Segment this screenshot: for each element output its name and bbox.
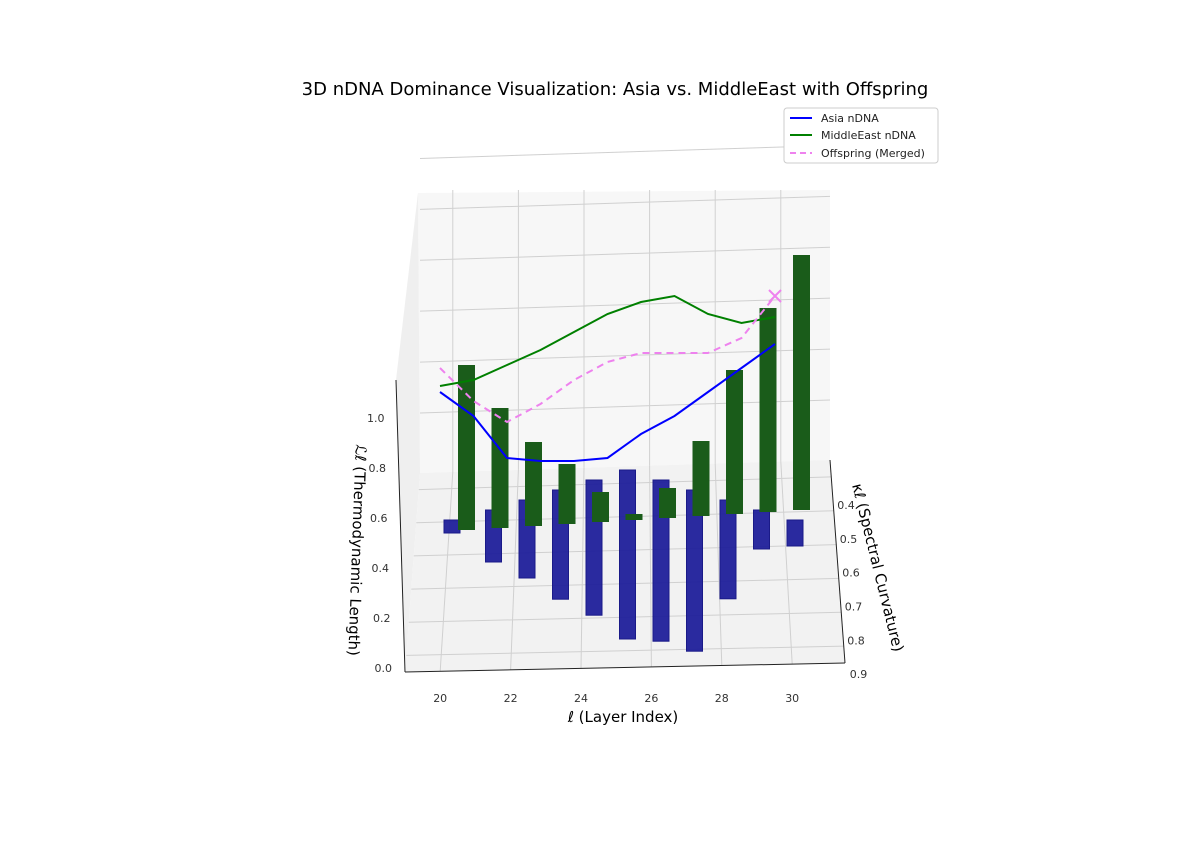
bar-asia (443, 519, 461, 534)
z-tick-label: 0.4 (372, 562, 390, 575)
y-tick-label: 0.4 (837, 499, 855, 512)
grid-line-x-floor-3 (649, 465, 652, 667)
grid-line-x-floor-4 (714, 463, 723, 666)
bar-middleeast (659, 488, 676, 518)
x-tick-label: 22 (504, 692, 518, 705)
bar-middleeast (793, 255, 810, 510)
bar-middleeast (558, 464, 576, 524)
x-tick-label: 20 (433, 692, 447, 705)
lines-group (439, 289, 782, 462)
bar-asia (786, 519, 804, 547)
y-axis-line (829, 459, 846, 664)
y-tick-label: 0.7 (845, 600, 863, 613)
y-tick-label: 0.9 (850, 668, 868, 681)
grid-line-z-4 (419, 195, 831, 210)
bar-middleeast (525, 442, 542, 526)
y-tick-label: 0.5 (840, 533, 858, 546)
grid-line-z-5 (419, 144, 831, 159)
ticks-group: 20 22 24 26 28 30 0.4 0.5 0.6 0.7 0.8 0.9 0.0 0.2 0.4 0… (367, 412, 867, 705)
legend-label-middleeast: MiddleEast nDNA (821, 129, 916, 142)
y-tick-label: 0.6 (842, 567, 860, 580)
bar-middleeast (491, 408, 509, 528)
x-tick-label: 24 (574, 692, 588, 705)
legend-box (783, 107, 939, 164)
bar-middleeast (592, 492, 609, 522)
z-tick-label: 0.6 (370, 512, 388, 525)
z-axis-label: ℒℓ (Thermodynamic Length) (344, 444, 369, 656)
line-middleeast-ndna (439, 294, 776, 387)
bar-asia (719, 499, 737, 600)
x-tick-label: 26 (644, 692, 658, 705)
bar-middleeast (726, 370, 743, 514)
legend-label-asia: Asia nDNA (821, 112, 879, 125)
chart-title: 3D nDNA Dominance Visualization: Asia vs… (302, 79, 929, 100)
z-tick-label: 0.0 (375, 662, 393, 675)
x-axis-label: ℓ (Layer Index) (567, 708, 679, 726)
bar-asia (619, 469, 636, 640)
grid-line-x-floor-2 (580, 467, 585, 669)
grid-line-x-floor-5 (780, 461, 793, 665)
line-offspring-merged- (439, 295, 776, 424)
z-tick-label: 1.0 (367, 412, 385, 425)
bar-middleeast (625, 514, 643, 520)
x-tick-label: 28 (715, 692, 729, 705)
grid-line-z-3 (419, 246, 831, 261)
legend-label-offspring: Offspring (Merged) (821, 147, 925, 160)
bar-middleeast (759, 308, 777, 512)
grid-line-z-2 (419, 297, 831, 312)
grid-line-x-floor-1 (510, 469, 519, 670)
legend: Asia nDNA MiddleEast nDNA Offspring (Mer… (783, 107, 939, 164)
bar-asia (753, 509, 770, 550)
bar-middleeast (458, 365, 475, 530)
z-tick-label: 0.8 (369, 462, 387, 475)
grid-line-y-floor-5 (406, 645, 844, 656)
y-tick-label: 0.8 (847, 634, 865, 647)
z-tick-label: 0.2 (373, 612, 391, 625)
z-axis-line (395, 379, 406, 673)
left-pane (396, 193, 420, 672)
offspring-end-marker (768, 289, 782, 303)
bar-asia (652, 479, 670, 642)
x-axis-line (404, 662, 846, 673)
bars-group (443, 255, 810, 652)
line-asia-ndna (439, 343, 776, 462)
grid-line-x-floor-0 (439, 471, 454, 672)
x-tick-label: 30 (785, 692, 799, 705)
axis-lines (395, 379, 846, 673)
bar-middleeast (692, 441, 710, 516)
